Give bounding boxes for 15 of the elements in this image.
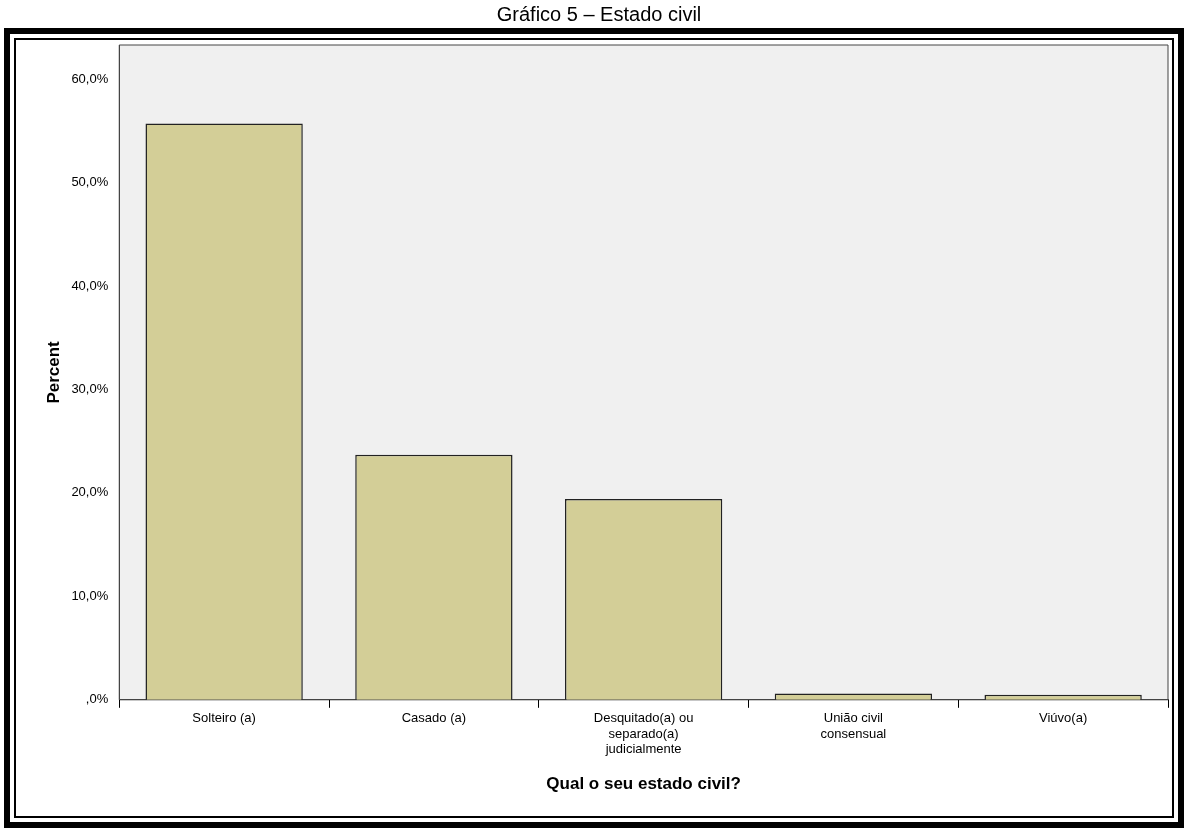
x-axis-title: Qual o seu estado civil? <box>546 774 741 794</box>
y-tick-label: 10,0% <box>71 587 109 603</box>
x-tick-label: União civil consensual <box>820 710 887 741</box>
x-tick-label: Desquitado(a) ou separado(a) judicialmente <box>593 710 694 757</box>
y-axis-title: Percent <box>43 340 63 404</box>
y-tick-label: 20,0% <box>71 484 109 500</box>
chart-title: Gráfico 5 – Estado civil <box>495 2 703 26</box>
x-tick-label: Casado (a) <box>401 710 467 726</box>
y-tick-label: 30,0% <box>71 381 109 397</box>
y-tick-label: 50,0% <box>71 174 109 190</box>
x-tick-label: Solteiro (a) <box>192 710 256 726</box>
y-tick-label: ,0% <box>85 691 109 707</box>
y-tick-label: 40,0% <box>71 277 109 293</box>
y-tick-label: 60,0% <box>71 70 109 86</box>
x-tick-label: Viúvo(a) <box>1039 710 1088 726</box>
